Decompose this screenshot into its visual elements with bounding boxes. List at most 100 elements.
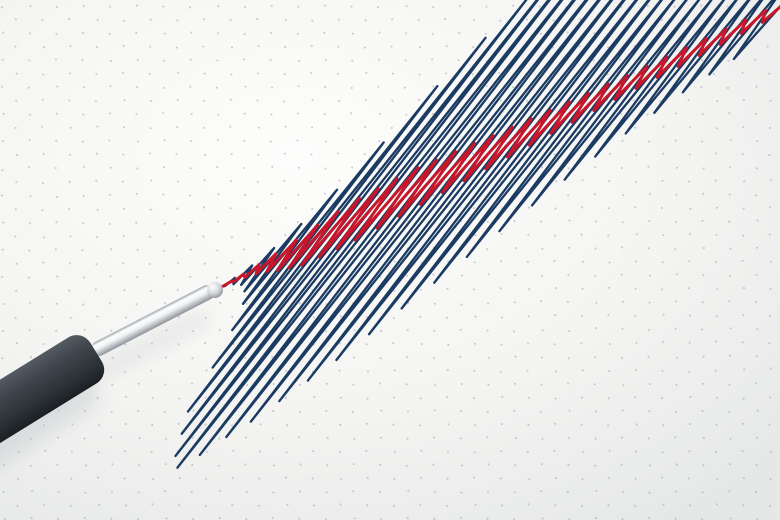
grid-dot [55,112,58,115]
grid-dot [203,179,206,182]
grid-dot [649,464,652,467]
grid-dot [632,99,635,102]
grid-dot [230,424,234,427]
grid-dot [770,260,773,263]
grid-dot [742,234,745,237]
grid-dot [433,490,436,493]
grid-dot [418,73,421,76]
grid-dot [715,423,718,426]
grid-dot [310,44,313,47]
grid-dot [14,316,17,320]
grid-dot [1,275,4,278]
grid-dot [178,370,181,373]
grid-dot [756,436,759,439]
grid-dot [28,329,31,332]
grid-dot [769,206,772,209]
grid-dot [499,287,502,290]
grid-dot [553,153,556,156]
grid-dot [108,112,111,115]
grid-dot [350,86,353,89]
grid-dot [229,207,232,210]
grid-dot [1,85,4,88]
grid-dot [111,383,114,386]
grid-dot [553,422,557,425]
grid-dot [312,450,315,453]
grid-dot [513,409,516,412]
grid-dot [365,422,368,425]
grid-dot [635,423,638,426]
grid-dot [366,397,369,400]
grid-dot [755,167,758,170]
grid-dot [514,464,517,467]
grid-dot [620,273,623,276]
grid-dot [15,72,18,75]
grid-dot [55,139,58,142]
grid-dot [310,126,314,129]
grid-dot [688,232,691,236]
grid-dot [82,32,85,35]
grid-dot [712,72,716,75]
grid-dot [647,355,650,358]
grid-dot [689,314,692,317]
grid-dot [244,85,247,88]
grid-dot [660,18,663,21]
grid-dot [486,411,489,414]
grid-dot [487,490,490,493]
grid-dot [176,288,179,292]
grid-dot [84,464,87,467]
grid-dot [257,504,260,507]
grid-dot [284,476,288,479]
grid-dot [204,505,207,508]
grid-dot [149,18,152,21]
grid-dot [662,424,665,427]
grid-dot [700,4,703,7]
grid-dot [715,315,718,318]
grid-dot [14,235,17,238]
grid-dot [404,59,407,62]
grid-dot [393,369,396,372]
grid-dot [98,503,101,506]
grid-dot [500,450,503,453]
grid-dot [81,140,84,143]
grid-dot [673,5,676,8]
grid-dot [702,382,705,385]
grid-dot [286,424,289,427]
grid-dot [41,209,44,212]
grid-dot [364,19,367,22]
grid-dot [580,423,583,426]
grid-dot [540,463,543,466]
grid-dot [700,58,703,61]
grid-dot [83,516,86,519]
grid-dot [110,517,113,520]
grid-dot [351,59,354,62]
grid-dot [649,274,652,277]
grid-dot [148,152,152,155]
grid-dot [97,451,100,454]
grid-dot [432,6,435,9]
grid-dot [123,289,126,292]
grid-dot [472,397,475,400]
grid-dot [217,193,220,196]
grid-dot [284,46,287,49]
grid-dot [190,221,193,224]
grid-dot [406,437,409,440]
grid-dot [68,180,71,184]
grid-dot [567,382,570,385]
grid-dot [272,383,275,386]
grid-dot [351,32,354,35]
grid-dot [28,138,31,142]
grid-dot [459,437,462,440]
grid-dot [755,463,758,467]
grid-dot [593,193,596,196]
grid-dot [163,410,166,413]
grid-dot [486,517,489,520]
grid-dot [41,19,44,22]
grid-dot [539,410,543,413]
grid-dot [635,233,638,236]
grid-dot [445,153,448,156]
grid-dot [378,31,381,34]
grid-dot [110,329,113,332]
grid-dot [312,316,316,319]
grid-dot [81,249,84,252]
